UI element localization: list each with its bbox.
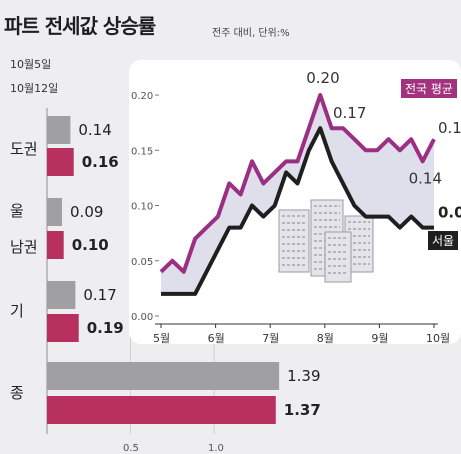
region-sublabel-1: 남권 [10, 238, 38, 256]
line-series-1 [161, 126, 434, 296]
region-label-0: 도권 [10, 140, 38, 158]
line-y-tick-label-2: 0.10 [131, 202, 153, 213]
bar-0-2 [47, 281, 76, 309]
legend-week-this: 10월12일 [10, 82, 59, 95]
bar-value-label-0-2: 0.17 [83, 286, 117, 304]
line-x-tick-label-3: 8월 [317, 332, 334, 344]
line-x-tick-label-5: 10월 [426, 332, 450, 344]
bar-0-3 [47, 362, 280, 390]
region-label-3: 종 [10, 384, 24, 402]
chart-subtitle: 전주 대비, 단위:% [212, 28, 290, 39]
bar-1-3 [47, 396, 276, 424]
bar-1-1 [47, 231, 64, 259]
region-label-1: 울 [10, 202, 24, 220]
line-y-tick-label-0: 0.20 [131, 91, 153, 102]
line-series-0 [159, 93, 436, 274]
seoul-badge: 서울 [428, 231, 459, 250]
bar-value-label-0-1: 0.09 [70, 203, 104, 221]
bar-1-0 [47, 148, 74, 176]
line-annotation-1: 0.17 [333, 104, 366, 122]
bar-value-label-1-3: 1.37 [283, 401, 321, 419]
line-y-tick-label-3: 0.05 [131, 257, 153, 268]
bar-value-label-1-2: 0.19 [86, 319, 124, 337]
apartment-illustration [278, 199, 374, 283]
line-x-tick-label-1: 6월 [208, 332, 225, 344]
bar-value-label-1-1: 0.10 [71, 236, 109, 254]
line-chart-card: 0.20 0.15 0.10 0.05 0.00 5월 6월 7월 8월 9월 10월 0.20 0.1… [129, 60, 461, 344]
line-annotation-2: 0.14 [409, 169, 442, 187]
bar-0-1 [47, 198, 63, 226]
bar-value-label-0-3: 1.39 [287, 367, 321, 385]
bar-x-tick-0: 0.5 [123, 443, 139, 454]
bar-value-label-1-0: 0.16 [81, 153, 119, 171]
national-average-badge: 전국 평균 [401, 79, 457, 98]
line-x-tick-label-0: 5월 [153, 332, 170, 344]
line-annotation-0: 0.20 [306, 69, 339, 87]
line-annotation-4: 0.0 [438, 204, 461, 222]
bar-x-tick-1: 1.0 [208, 443, 224, 454]
line-x-tick-label-4: 9월 [371, 332, 388, 344]
line-y-tick-label-1: 0.15 [131, 146, 153, 157]
line-annotation-3: 0.16 [438, 119, 461, 137]
line-x-tick-label-2: 7월 [262, 332, 279, 344]
building-0 [278, 209, 310, 273]
building-3 [324, 231, 352, 283]
region-label-2: 기 [10, 302, 24, 320]
line-gap-area [161, 95, 434, 294]
legend-week-prev: 10월5일 [10, 58, 52, 71]
line-y-tick-label-4: 0.00 [131, 312, 153, 323]
bar-1-2 [47, 314, 79, 342]
chart-title: 파트 전세값 상승률 [4, 14, 156, 38]
bar-0-0 [47, 116, 71, 144]
bar-value-label-0-0: 0.14 [78, 121, 112, 139]
